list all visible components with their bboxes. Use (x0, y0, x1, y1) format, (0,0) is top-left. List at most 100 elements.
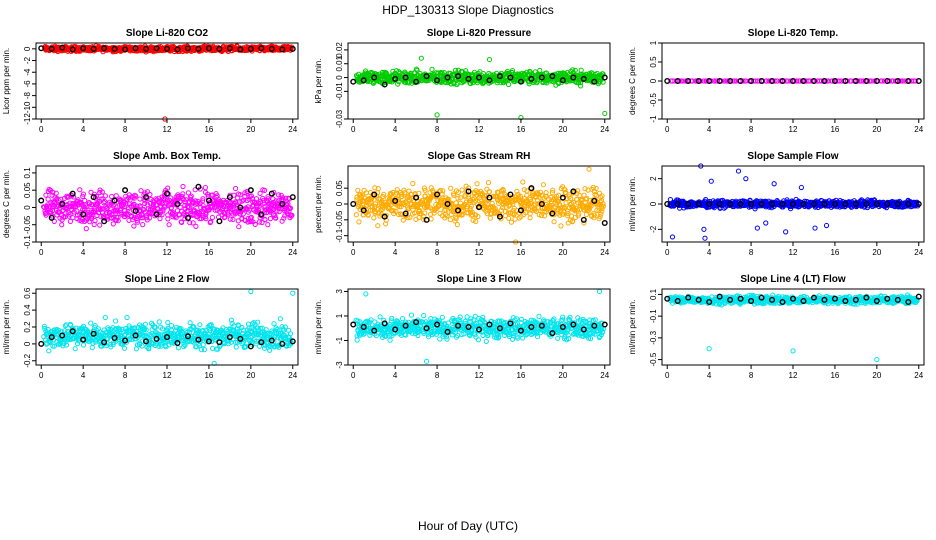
x-tick-label: 16 (516, 248, 525, 257)
series-point (528, 185, 535, 192)
raw-point (145, 189, 151, 195)
y-tick-label: 0 (649, 78, 658, 83)
series-point (184, 45, 191, 52)
y-axis-label: Licor ppm per min. (2, 48, 11, 114)
raw-point (77, 187, 83, 193)
series-point (247, 187, 254, 194)
panel-title: Slope Line 2 Flow (125, 274, 210, 285)
raw-point (80, 342, 87, 348)
raw-point (88, 320, 94, 326)
y-tick-label: 0.1 (23, 167, 32, 179)
series-point (69, 46, 76, 53)
raw-point (485, 180, 492, 186)
plot-frame (35, 42, 299, 120)
x-tick-label: 8 (749, 248, 754, 257)
outlier-point (290, 290, 296, 296)
raw-point (233, 185, 239, 192)
outlier-point (771, 181, 777, 187)
x-tick-label: 20 (558, 125, 567, 134)
y-tick-label: 0.6 (23, 287, 32, 299)
outlier-point (418, 55, 424, 61)
raw-point (193, 223, 199, 229)
x-tick-label: 8 (123, 248, 128, 257)
y-tick-label: -2 (23, 56, 32, 64)
series-point (863, 77, 870, 84)
series-point (737, 77, 744, 84)
raw-point (395, 81, 401, 87)
raw-point (400, 217, 406, 223)
x-tick-label: 20 (246, 125, 255, 134)
series-point (174, 200, 181, 207)
series-point (258, 211, 265, 218)
raw-point (110, 221, 116, 227)
raw-point (46, 348, 52, 354)
raw-point (70, 215, 76, 221)
raw-point (265, 222, 271, 228)
raw-point (157, 216, 163, 222)
outlier-point (754, 225, 760, 231)
outlier-point (708, 178, 714, 184)
raw-point (82, 198, 88, 204)
figure-x-axis-label: Hour of Day (UTC) (418, 519, 518, 533)
x-tick-label: 8 (749, 125, 754, 134)
series-point (517, 207, 524, 214)
raw-data-cloud (668, 78, 919, 84)
series-point (371, 191, 378, 198)
y-axis-label: percent per min. (314, 175, 323, 233)
outlier-point (823, 222, 830, 229)
raw-data-cloud (41, 314, 294, 354)
x-tick-label: 0 (39, 248, 44, 257)
raw-data-cloud (353, 66, 606, 89)
raw-point (377, 314, 383, 320)
series-point (38, 197, 45, 204)
raw-point (371, 215, 377, 221)
series-point (664, 200, 671, 207)
panel-title: Slope Line 3 Flow (437, 274, 522, 285)
raw-point (230, 216, 236, 222)
y-tick-label: 0 (335, 201, 344, 206)
x-tick-label: 0 (351, 125, 356, 134)
series-point (915, 77, 922, 84)
panel-title: Slope Amb. Box Temp. (113, 151, 221, 162)
y-tick-label: 0.02 (335, 42, 344, 58)
outlier-point (702, 235, 708, 241)
raw-point (387, 337, 393, 343)
x-tick-label: 12 (475, 248, 484, 257)
y-axis-label: ml/min per min. (628, 177, 637, 232)
x-tick-label: 16 (830, 248, 839, 257)
raw-point (97, 222, 103, 228)
y-tick-label: 0 (649, 201, 658, 206)
series-point (122, 46, 129, 53)
series-point (216, 218, 223, 225)
raw-point (124, 314, 130, 321)
series-point (38, 340, 45, 347)
y-tick-label: 0.4 (23, 304, 32, 316)
series-point (122, 187, 129, 194)
y-tick-label: 0.05 (335, 180, 344, 196)
panel-title: Slope Gas Stream RH (428, 151, 531, 162)
raw-point (408, 312, 415, 318)
series-point (580, 216, 587, 223)
y-tick-label: -0.05 (23, 215, 32, 234)
raw-point (253, 196, 260, 202)
series-point (674, 77, 681, 84)
outlier-point (783, 229, 789, 235)
raw-data-cloud (42, 43, 295, 55)
raw-point (83, 226, 89, 232)
series-point (101, 45, 108, 52)
outlier-point (798, 184, 804, 191)
outlier-point (763, 220, 769, 226)
series-point (289, 194, 296, 201)
series-point (350, 200, 357, 207)
y-axis-label: ml/min per min. (314, 300, 323, 355)
series-point (413, 194, 420, 201)
series-point (80, 336, 87, 343)
x-tick-label: 20 (558, 248, 567, 257)
raw-point (437, 210, 443, 216)
raw-point (487, 215, 493, 221)
y-tick-label: 0.05 (23, 182, 32, 198)
y-axis-label: degrees C per min. (628, 47, 637, 115)
raw-point (180, 183, 186, 190)
